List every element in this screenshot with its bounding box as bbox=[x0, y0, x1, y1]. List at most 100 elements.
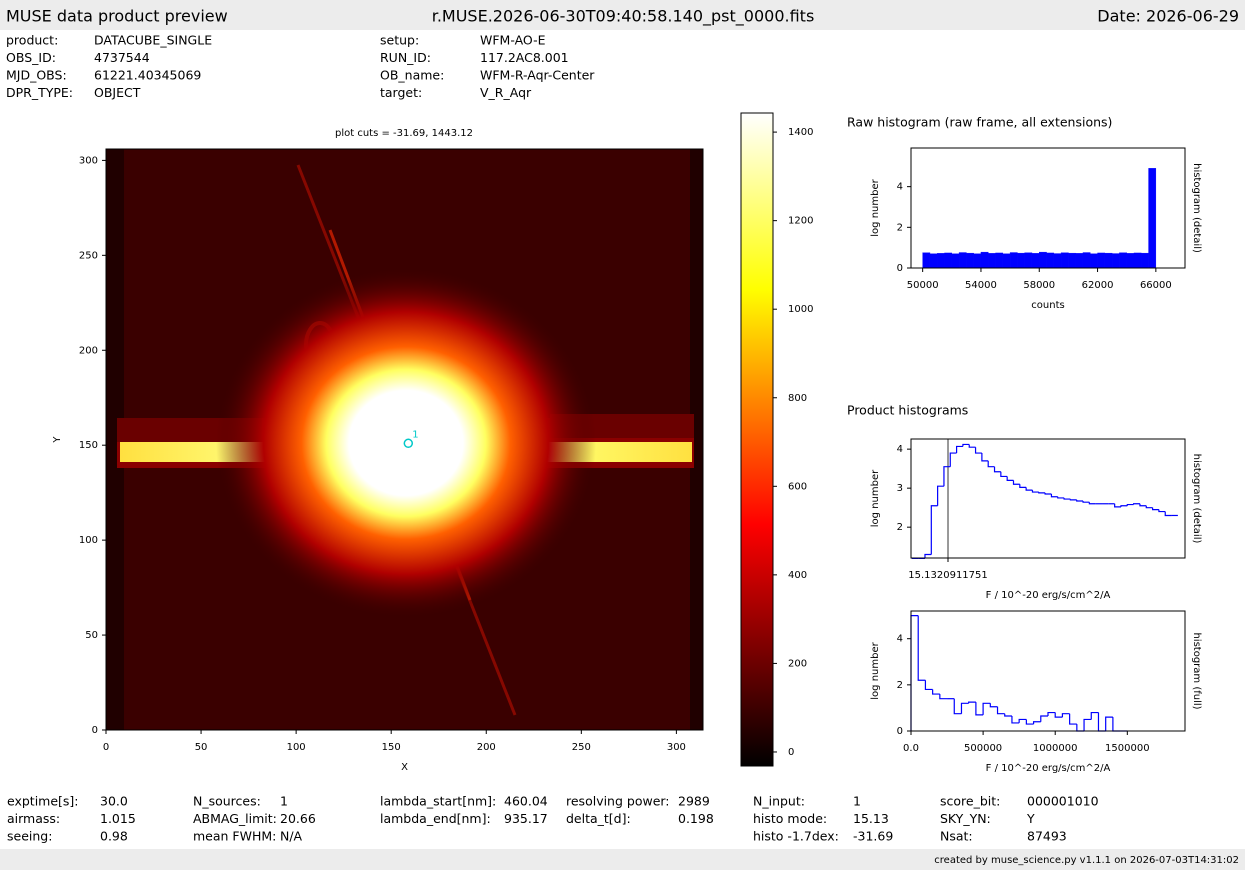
y-tick-label: 0 bbox=[897, 263, 903, 274]
y-tick-label: 150 bbox=[79, 440, 98, 451]
hist-step bbox=[924, 680, 933, 691]
hist-step bbox=[1054, 712, 1063, 718]
x-tick-label: 50000 bbox=[907, 280, 939, 291]
image-artwork bbox=[106, 149, 703, 730]
hist-bar bbox=[1111, 253, 1120, 269]
hist-bar bbox=[1009, 252, 1018, 269]
info-value: N/A bbox=[280, 829, 303, 844]
hist-step bbox=[996, 706, 1005, 715]
info-value: WFM-R-Aqr-Center bbox=[480, 68, 595, 83]
hist-step bbox=[1025, 487, 1033, 491]
hist-bar bbox=[980, 251, 989, 269]
hist-step bbox=[989, 703, 998, 708]
info-label: lambda_end[nm]: bbox=[380, 811, 491, 826]
hist-bar bbox=[1090, 253, 1098, 269]
hist-bar bbox=[973, 253, 982, 269]
info-value: -31.69 bbox=[853, 829, 893, 844]
x-tick-label: 66000 bbox=[1140, 280, 1172, 291]
colorbar-tick-label: 800 bbox=[788, 393, 807, 404]
hist-step bbox=[1063, 497, 1071, 500]
hist-step bbox=[1076, 724, 1085, 732]
footer: created by muse_science.py v1.1.1 on 202… bbox=[934, 855, 1239, 866]
y-tick-label: 4 bbox=[897, 634, 903, 645]
hist-step bbox=[1004, 713, 1012, 717]
hist-step bbox=[1061, 713, 1070, 718]
x-axis-label: F / 10^-20 erg/s/cm^2/A bbox=[986, 590, 1111, 601]
hist-step bbox=[1011, 716, 1020, 724]
info-value: 61221.40345069 bbox=[94, 68, 201, 83]
hist-step bbox=[962, 443, 970, 447]
info-value: 1 bbox=[853, 794, 861, 809]
hist-bar bbox=[937, 253, 945, 269]
x-axis-label: counts bbox=[1031, 300, 1064, 311]
x-tick-label: 50 bbox=[195, 742, 208, 753]
x-tick-label: 15.1320911751 bbox=[908, 570, 988, 581]
hist-bar bbox=[1017, 252, 1025, 269]
x-tick-label: 250 bbox=[572, 742, 591, 753]
info-value: 87493 bbox=[1027, 829, 1067, 844]
info-value: 1 bbox=[280, 794, 288, 809]
hist-step bbox=[1145, 505, 1153, 509]
y2-axis-label: histogram (detail) bbox=[1191, 163, 1202, 253]
hist-bar bbox=[1119, 252, 1127, 269]
hist-bar bbox=[988, 253, 996, 269]
y-tick-label: 0 bbox=[897, 726, 903, 737]
y-axis-label: Y bbox=[52, 436, 63, 444]
hist-step bbox=[1120, 505, 1128, 507]
hist-bar bbox=[1031, 253, 1040, 269]
x-tick-label: 58000 bbox=[1023, 280, 1055, 291]
hist-step bbox=[953, 698, 962, 715]
hist-step bbox=[1076, 499, 1084, 502]
y-axis-label: log number bbox=[870, 469, 881, 527]
hist-step bbox=[1097, 712, 1106, 732]
y-tick-label: 200 bbox=[79, 345, 98, 356]
hist-bar bbox=[944, 252, 953, 269]
hist-step bbox=[1082, 501, 1090, 503]
hist-step bbox=[1032, 721, 1041, 725]
chart-title: Product histograms bbox=[847, 403, 968, 418]
info-value: DATACUBE_SINGLE bbox=[94, 33, 212, 48]
y-axis-label: log number bbox=[870, 641, 881, 699]
hist-step bbox=[968, 444, 976, 448]
hist-bar bbox=[1002, 253, 1011, 269]
info-value: 30.0 bbox=[100, 794, 128, 809]
hist-step bbox=[981, 453, 989, 462]
hist-step bbox=[1000, 471, 1008, 478]
hist-bar bbox=[1097, 252, 1106, 269]
x-tick-label: 0 bbox=[103, 742, 109, 753]
y-tick-label: 300 bbox=[79, 155, 98, 166]
hist-bar bbox=[1148, 168, 1157, 269]
info-value: 0.198 bbox=[678, 811, 714, 826]
info-label: exptime[s]: bbox=[7, 794, 79, 809]
hist-step bbox=[1012, 480, 1020, 485]
hist-step bbox=[1025, 719, 1034, 725]
hist-step bbox=[1018, 718, 1027, 723]
info-value: 935.17 bbox=[504, 811, 548, 826]
x-axis-label: X bbox=[401, 762, 408, 773]
x-tick-label: 150 bbox=[382, 742, 401, 753]
hist-step bbox=[1031, 490, 1039, 493]
hist-bar bbox=[1133, 252, 1142, 269]
hist-bar bbox=[958, 252, 967, 269]
chart-title: plot cuts = -31.69, 1443.12 bbox=[335, 128, 473, 139]
x-axis-label: F / 10^-20 erg/s/cm^2/A bbox=[986, 763, 1111, 774]
info-label: mean FWHM: bbox=[193, 829, 276, 844]
hist-step bbox=[1139, 503, 1147, 507]
colorbar-tick-label: 1200 bbox=[788, 216, 813, 227]
hist-step bbox=[1164, 511, 1172, 517]
x-tick-label: 62000 bbox=[1082, 280, 1114, 291]
info-value: 4737544 bbox=[94, 50, 150, 65]
x-tick-label: 1000000 bbox=[1033, 743, 1078, 754]
hist-step bbox=[1069, 713, 1077, 725]
hist-step bbox=[1006, 476, 1014, 481]
info-value: 1.015 bbox=[100, 811, 136, 826]
header-center: r.MUSE.2026-06-30T09:40:58.140_pst_0000.… bbox=[432, 7, 815, 27]
info-label: DPR_TYPE: bbox=[6, 85, 73, 100]
hist-step bbox=[937, 485, 944, 506]
hist-step bbox=[987, 460, 995, 468]
info-label: target: bbox=[380, 85, 422, 100]
hist-bar bbox=[951, 253, 960, 269]
info-label: OBS_ID: bbox=[6, 50, 56, 65]
y-tick-label: 2 bbox=[897, 522, 903, 533]
colorbar-tick-label: 1400 bbox=[788, 127, 813, 138]
